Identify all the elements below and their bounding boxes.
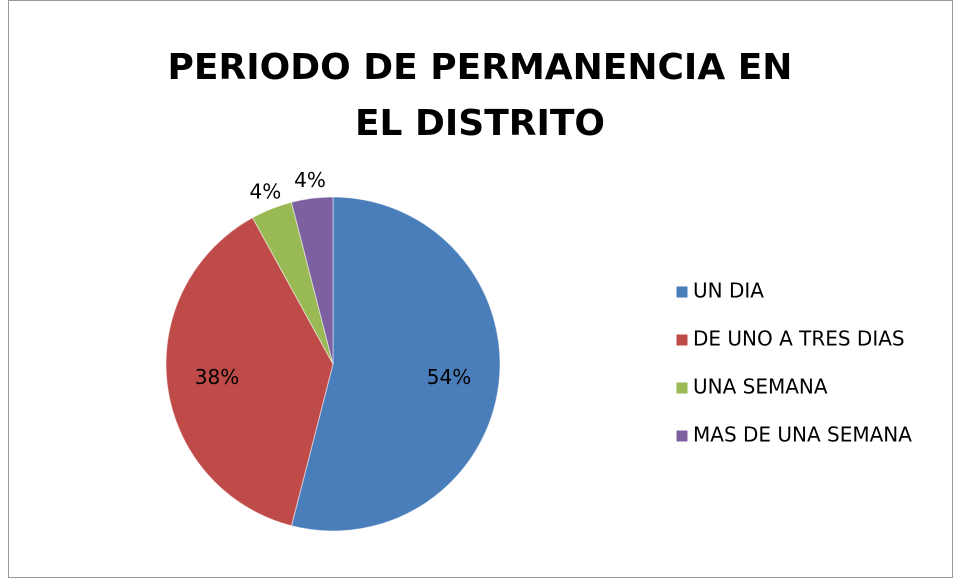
legend-label: MAS DE UNA SEMANA bbox=[693, 423, 912, 447]
legend-swatch bbox=[675, 333, 689, 347]
pie-slice bbox=[165, 216, 334, 527]
pie-slice bbox=[290, 196, 501, 532]
data-label: 38% bbox=[195, 365, 239, 389]
data-label: 54% bbox=[427, 365, 471, 389]
pie-slice bbox=[290, 196, 334, 365]
chart-title: PERIODO DE PERMANENCIA EN EL DISTRITO bbox=[167, 47, 793, 144]
data-label: 4% bbox=[250, 180, 282, 204]
data-label: 4% bbox=[294, 168, 326, 192]
legend-swatch bbox=[675, 285, 689, 299]
legend-swatch bbox=[675, 381, 689, 395]
legend-label: UNA SEMANA bbox=[693, 375, 828, 399]
legend-label: UN DIA bbox=[693, 279, 764, 303]
chart-frame bbox=[8, 0, 953, 578]
legend-swatch bbox=[675, 429, 689, 443]
legend-label: DE UNO A TRES DIAS bbox=[693, 327, 905, 351]
